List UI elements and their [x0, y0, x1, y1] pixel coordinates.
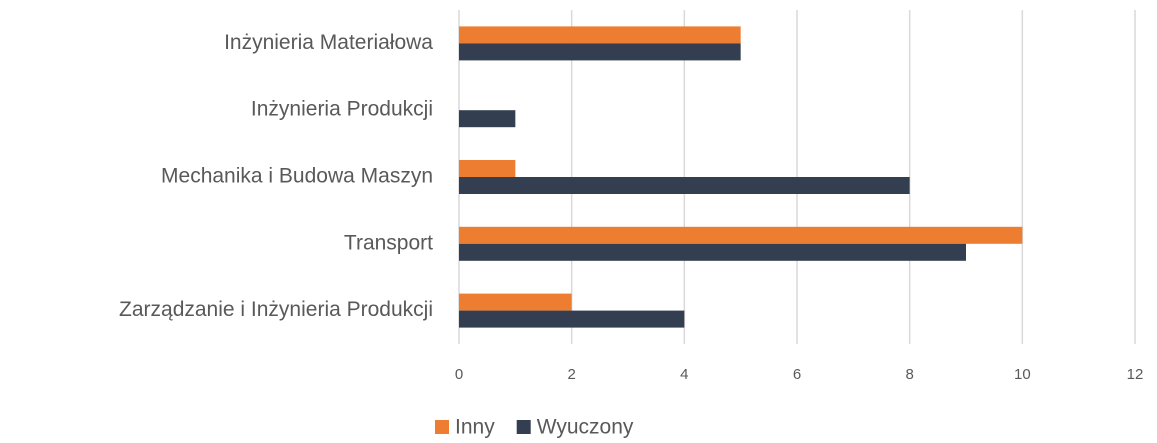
y-tick-label: Mechanika i Budowa Maszyn: [161, 165, 433, 188]
x-tick-label: 2: [567, 366, 575, 383]
bar: [459, 293, 572, 311]
bar: [459, 43, 741, 61]
legend-swatch: [435, 420, 449, 434]
y-tick-label: Inżynieria Materiałowa: [224, 31, 433, 54]
x-tick-label: 10: [1014, 366, 1031, 383]
bar: [459, 243, 966, 261]
y-tick-label: Transport: [344, 231, 433, 254]
x-tick-label: 4: [680, 366, 688, 383]
legend-swatch: [516, 420, 531, 434]
legend-label: Wyuczony: [537, 416, 634, 439]
bar: [459, 26, 741, 44]
x-tick-label: 12: [1127, 366, 1144, 383]
bar: [459, 177, 910, 194]
x-tick-label: 0: [455, 366, 463, 383]
bar: [459, 310, 685, 328]
bar: [459, 160, 516, 177]
y-tick-label: Zarządzanie i Inżynieria Produkcji: [119, 298, 433, 321]
x-tick-label: 8: [905, 366, 913, 383]
bar: [459, 110, 516, 128]
y-tick-label: Inżynieria Produkcji: [251, 98, 433, 121]
legend-label: Inny: [455, 416, 495, 439]
x-tick-label: 6: [793, 366, 801, 383]
bar: [459, 226, 1023, 244]
